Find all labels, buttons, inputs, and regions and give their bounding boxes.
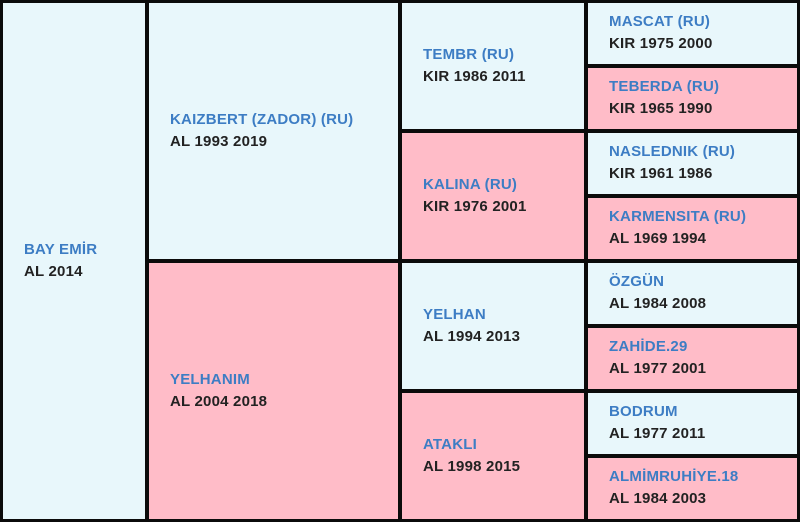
pedigree-cell-bodrum: BODRUM AL 1977 2011 (588, 393, 797, 454)
pedigree-cell-tembr: TEMBR (RU) KIR 1986 2011 (402, 3, 584, 129)
pedigree-cell-ozgun: ÖZGÜN AL 1984 2008 (588, 263, 797, 324)
horse-name-link[interactable]: ATAKLI (423, 435, 477, 453)
pedigree-cell-teberda: TEBERDA (RU) KIR 1965 1990 (588, 68, 797, 129)
horse-details: KIR 1961 1986 (609, 165, 713, 182)
horse-name-link[interactable]: KARMENSITA (RU) (609, 208, 747, 226)
horse-name-link[interactable]: ALMİMRUHİYE.18 (609, 468, 739, 486)
horse-name-link[interactable]: TEMBR (RU) (423, 45, 515, 63)
horse-details: AL 1998 2015 (423, 457, 521, 475)
horse-details: AL 2014 (24, 262, 83, 280)
horse-details: AL 1984 2003 (609, 490, 707, 507)
horse-name-link[interactable]: KALINA (RU) (423, 175, 518, 193)
pedigree-cell-bay-emir: BAY EMİR AL 2014 (3, 3, 145, 519)
pedigree-cell-zahide: ZAHİDE.29 AL 1977 2001 (588, 328, 797, 389)
horse-details: AL 2004 2018 (170, 392, 268, 410)
horse-name-link[interactable]: YELHANIM (170, 370, 250, 388)
pedigree-cell-yelhanim: YELHANIM AL 2004 2018 (149, 263, 398, 519)
pedigree-cell-karmensita: KARMENSITA (RU) AL 1969 1994 (588, 198, 797, 259)
horse-details: AL 1984 2008 (609, 295, 707, 312)
horse-details: KIR 1976 2001 (423, 197, 527, 215)
horse-details: AL 1969 1994 (609, 230, 707, 247)
horse-name-link[interactable]: BODRUM (609, 403, 678, 421)
horse-name-link[interactable]: TEBERDA (RU) (609, 78, 720, 96)
horse-name-link[interactable]: KAIZBERT (ZADOR) (RU) (170, 110, 354, 128)
horse-name-link[interactable]: NASLEDNIK (RU) (609, 143, 736, 161)
pedigree-cell-almimruhiye: ALMİMRUHİYE.18 AL 1984 2003 (588, 458, 797, 519)
horse-name-link[interactable]: ZAHİDE.29 (609, 338, 688, 356)
horse-details: AL 1993 2019 (170, 132, 268, 150)
pedigree-cell-kalina: KALINA (RU) KIR 1976 2001 (402, 133, 584, 259)
pedigree-cell-naslednik: NASLEDNIK (RU) KIR 1961 1986 (588, 133, 797, 194)
horse-name-link[interactable]: YELHAN (423, 305, 486, 323)
pedigree-cell-atakli: ATAKLI AL 1998 2015 (402, 393, 584, 519)
horse-details: KIR 1975 2000 (609, 35, 713, 52)
horse-details: KIR 1986 2011 (423, 67, 526, 85)
horse-details: KIR 1965 1990 (609, 100, 713, 117)
pedigree-cell-kaizbert: KAIZBERT (ZADOR) (RU) AL 1993 2019 (149, 3, 398, 259)
horse-details: AL 1994 2013 (423, 327, 521, 345)
horse-details: AL 1977 2001 (609, 360, 707, 377)
horse-name-link[interactable]: ÖZGÜN (609, 273, 665, 291)
horse-name-link[interactable]: MASCAT (RU) (609, 13, 711, 31)
horse-details: AL 1977 2011 (609, 425, 706, 442)
pedigree-cell-mascat: MASCAT (RU) KIR 1975 2000 (588, 3, 797, 64)
horse-name-link[interactable]: BAY EMİR (24, 240, 98, 258)
pedigree-cell-yelhan: YELHAN AL 1994 2013 (402, 263, 584, 389)
